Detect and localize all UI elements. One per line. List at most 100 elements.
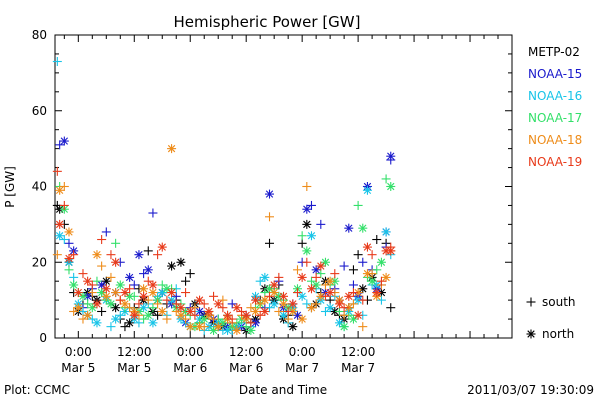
y-tick-label: 40: [32, 180, 47, 194]
point-noaa-16-south: [134, 318, 144, 328]
point-noaa-19-south: [199, 299, 209, 309]
legend-entry-noaa-15: NOAA-15: [528, 67, 582, 81]
point-noaa-19-south: [320, 291, 330, 301]
marker-legend-label: north: [542, 327, 574, 341]
point-noaa-16-north: [139, 303, 149, 313]
point-noaa-17-north: [78, 291, 88, 301]
point-noaa-15-north: [125, 272, 135, 282]
point-noaa-18-south: [59, 182, 69, 191]
point-noaa-17-south: [353, 200, 363, 210]
point-noaa-15-north: [292, 310, 302, 320]
point-noaa-18-south: [143, 295, 153, 305]
point-noaa-18-north: [381, 272, 391, 282]
point-noaa-18-north: [64, 227, 74, 237]
point-noaa-18-south: [274, 306, 284, 316]
y-tick-label: 80: [32, 28, 47, 42]
point-noaa-18-south: [246, 303, 256, 313]
point-noaa-18-north: [157, 306, 167, 316]
point-noaa-17-south: [260, 288, 270, 298]
x-tick-label-date: Mar 5: [117, 361, 151, 375]
point-noaa-19-north: [55, 219, 65, 229]
point-noaa-15-north: [302, 204, 312, 214]
point-noaa-17-north: [97, 288, 107, 298]
point-noaa-18-north: [55, 185, 65, 195]
point-metp-02-north: [101, 276, 111, 286]
point-noaa-19-north: [157, 242, 167, 252]
x-tick-label-time: 0:00: [65, 345, 92, 359]
point-metp-02-north: [302, 219, 312, 229]
point-noaa-19-south: [59, 200, 69, 210]
point-noaa-16-north: [148, 318, 158, 328]
point-noaa-19-south: [218, 303, 228, 313]
point-noaa-17-south: [148, 303, 158, 313]
data-points: [52, 57, 396, 335]
point-noaa-18-north: [120, 299, 130, 309]
point-noaa-15-south: [316, 219, 326, 229]
point-noaa-19-south: [302, 257, 312, 267]
point-noaa-18-north: [251, 306, 261, 316]
point-metp-02-north: [111, 303, 121, 313]
point-noaa-17-north: [106, 299, 116, 309]
point-noaa-17-north: [218, 318, 228, 328]
legend-entry-noaa-19: NOAA-19: [528, 155, 582, 169]
point-noaa-16-north: [223, 325, 233, 335]
x-tick-label-time: 12:00: [229, 345, 264, 359]
point-noaa-15-north: [134, 250, 144, 260]
point-noaa-18-south: [125, 303, 135, 313]
point-noaa-19-south: [358, 295, 368, 305]
point-noaa-18-north: [213, 322, 223, 332]
point-noaa-17-north: [143, 310, 153, 320]
point-noaa-18-north: [83, 310, 93, 320]
point-noaa-19-south: [209, 291, 219, 301]
point-noaa-15-south: [148, 208, 158, 218]
point-noaa-19-south: [181, 288, 191, 298]
point-noaa-15-south: [101, 227, 111, 237]
point-noaa-16-north: [167, 295, 177, 305]
point-noaa-18-south: [78, 314, 88, 324]
point-noaa-19-south: [246, 318, 256, 328]
point-noaa-18-south: [69, 306, 79, 316]
legend-entry-noaa-18: NOAA-18: [528, 133, 582, 147]
point-noaa-17-south: [372, 265, 382, 275]
series-legend: METP-02 NOAA-15 NOAA-16 NOAA-17 NOAA-18 NOAA-…: [528, 45, 582, 169]
point-noaa-16-north: [260, 272, 270, 282]
point-noaa-16-north: [269, 299, 279, 309]
point-noaa-19-north: [362, 242, 372, 252]
x-axis: 0:00 Mar 5 12:00 Mar 5 0:00 Mar 6 12:00 Mar 6 0:…: [61, 35, 513, 375]
point-noaa-18-south: [190, 303, 200, 313]
point-noaa-18-south: [292, 265, 302, 275]
point-noaa-18-south: [358, 322, 368, 332]
point-noaa-19-south: [115, 295, 125, 305]
point-metp-02-south: [353, 250, 363, 260]
point-noaa-19-south: [265, 291, 275, 301]
point-noaa-19-north: [148, 280, 158, 290]
point-noaa-16-south: [255, 276, 265, 286]
point-noaa-19-north: [279, 291, 288, 301]
point-noaa-17-north: [376, 257, 386, 267]
point-noaa-19-north: [92, 299, 102, 309]
point-noaa-16-north: [325, 303, 335, 313]
point-metp-02-south: [348, 265, 358, 275]
point-noaa-18-north: [288, 306, 298, 316]
point-noaa-17-south: [64, 265, 74, 275]
point-noaa-18-north: [297, 314, 307, 324]
point-metp-02-south: [120, 322, 130, 332]
point-metp-02-south: [143, 246, 153, 256]
point-noaa-15-south: [348, 280, 358, 290]
point-noaa-19-north: [334, 299, 344, 309]
x-tick-label-date: Mar 7: [341, 361, 375, 375]
point-noaa-19-south: [227, 314, 237, 324]
point-noaa-15-south: [339, 261, 349, 271]
point-noaa-19-south: [52, 166, 62, 176]
point-noaa-17-north: [311, 280, 321, 290]
point-noaa-19-north: [139, 291, 149, 301]
point-noaa-19-north: [111, 257, 121, 267]
point-noaa-17-south: [157, 280, 167, 290]
point-noaa-19-north: [83, 276, 93, 286]
point-noaa-19-north: [213, 299, 223, 309]
point-metp-02-south: [297, 238, 307, 248]
point-metp-02-south: [372, 235, 382, 245]
point-noaa-17-north: [265, 284, 275, 294]
point-noaa-19-south: [348, 288, 358, 298]
point-noaa-16-north: [381, 227, 391, 237]
